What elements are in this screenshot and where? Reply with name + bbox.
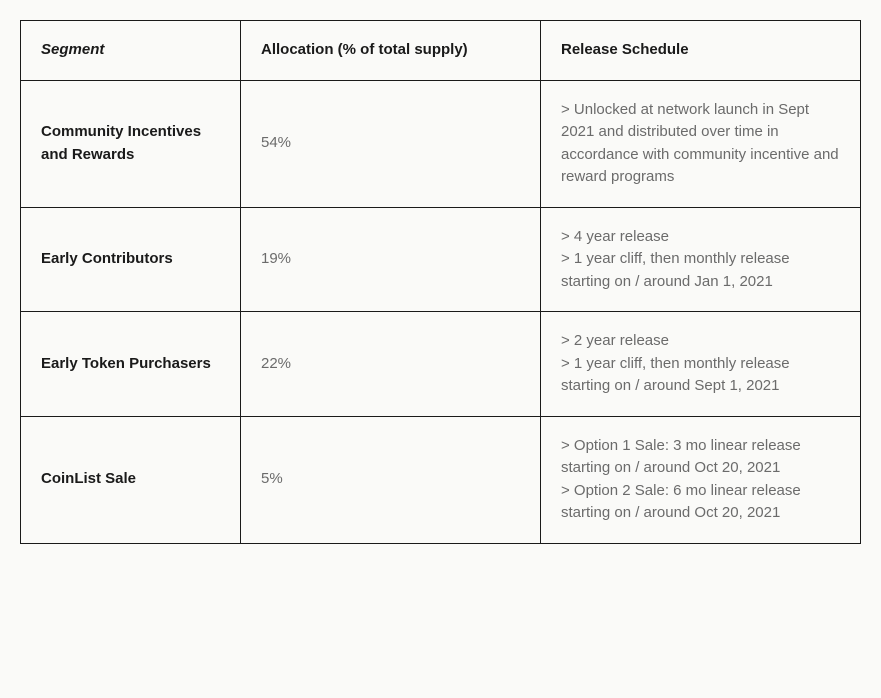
allocation-cell: 22% (241, 312, 541, 417)
table-header-row: Segment Allocation (% of total supply) R… (21, 21, 861, 81)
schedule-line: > 1 year cliff, then monthly release sta… (561, 353, 840, 398)
column-header-segment: Segment (21, 21, 241, 81)
schedule-line: > 4 year release (561, 226, 840, 249)
table-body: Community Incentives and Rewards 54% > U… (21, 80, 861, 543)
schedule-line: > Option 1 Sale: 3 mo linear release sta… (561, 435, 840, 480)
segment-cell: Early Contributors (21, 207, 241, 312)
column-header-allocation: Allocation (% of total supply) (241, 21, 541, 81)
table-row: Early Contributors 19% > 4 year release … (21, 207, 861, 312)
schedule-cell: > 4 year release > 1 year cliff, then mo… (541, 207, 861, 312)
allocation-cell: 54% (241, 80, 541, 207)
schedule-cell: > Unlocked at network launch in Sept 202… (541, 80, 861, 207)
schedule-line: > 2 year release (561, 330, 840, 353)
schedule-cell: > 2 year release > 1 year cliff, then mo… (541, 312, 861, 417)
segment-cell: Early Token Purchasers (21, 312, 241, 417)
schedule-line: > 1 year cliff, then monthly release sta… (561, 248, 840, 293)
column-header-schedule: Release Schedule (541, 21, 861, 81)
schedule-line: > Option 2 Sale: 6 mo linear release sta… (561, 480, 840, 525)
allocation-table: Segment Allocation (% of total supply) R… (20, 20, 861, 544)
segment-cell: Community Incentives and Rewards (21, 80, 241, 207)
schedule-line: > Unlocked at network launch in Sept 202… (561, 99, 840, 189)
allocation-cell: 19% (241, 207, 541, 312)
table-row: Community Incentives and Rewards 54% > U… (21, 80, 861, 207)
schedule-cell: > Option 1 Sale: 3 mo linear release sta… (541, 416, 861, 543)
allocation-cell: 5% (241, 416, 541, 543)
segment-cell: CoinList Sale (21, 416, 241, 543)
table-row: Early Token Purchasers 22% > 2 year rele… (21, 312, 861, 417)
table-row: CoinList Sale 5% > Option 1 Sale: 3 mo l… (21, 416, 861, 543)
